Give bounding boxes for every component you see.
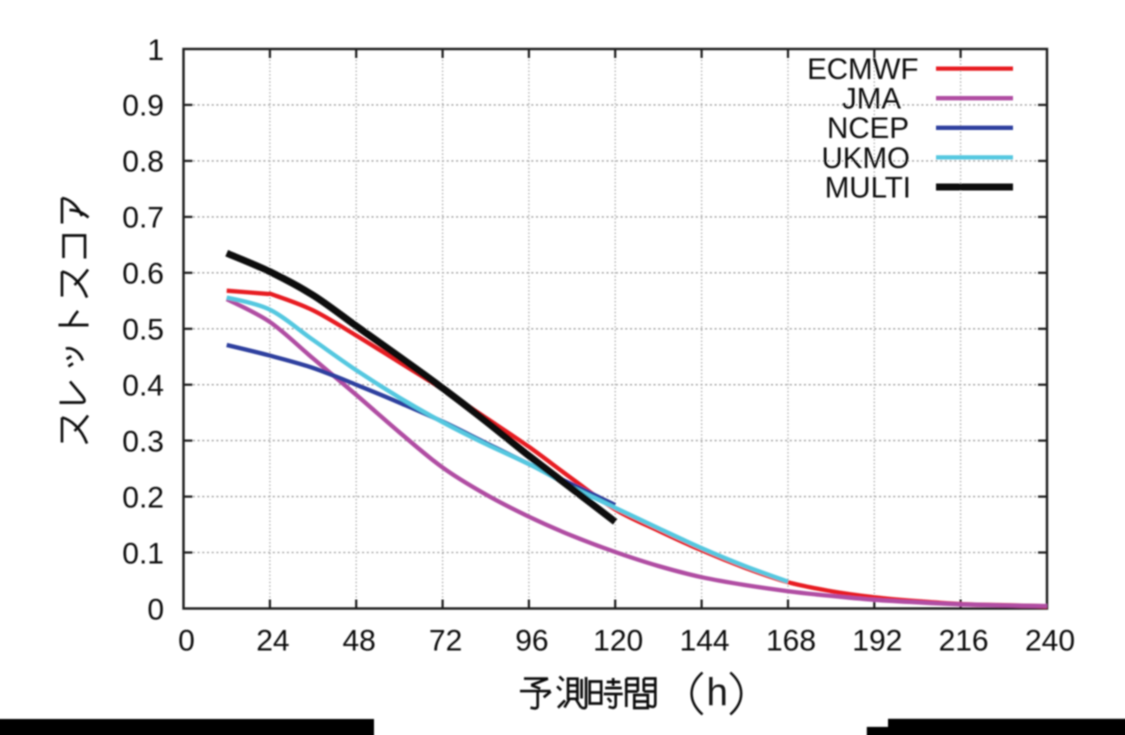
svg-text:UKMO: UKMO xyxy=(822,142,911,175)
svg-text:0: 0 xyxy=(178,625,195,658)
svg-text:JMA: JMA xyxy=(842,83,901,116)
svg-text:192: 192 xyxy=(852,625,902,658)
svg-text:0.5: 0.5 xyxy=(122,314,164,347)
svg-text:MULTI: MULTI xyxy=(825,171,911,204)
svg-text:NCEP: NCEP xyxy=(827,112,909,145)
svg-text:96: 96 xyxy=(515,625,548,658)
svg-text:0.4: 0.4 xyxy=(122,370,164,403)
svg-text:144: 144 xyxy=(680,625,730,658)
svg-text:0.6: 0.6 xyxy=(122,258,164,291)
svg-text:0.7: 0.7 xyxy=(122,202,164,235)
svg-text:0.9: 0.9 xyxy=(122,90,164,123)
svg-text:48: 48 xyxy=(343,625,376,658)
svg-text:ECMWF: ECMWF xyxy=(807,53,918,86)
svg-text:72: 72 xyxy=(429,625,462,658)
svg-text:24: 24 xyxy=(256,625,289,658)
svg-text:0.1: 0.1 xyxy=(122,537,164,570)
svg-text:0.2: 0.2 xyxy=(122,481,164,514)
svg-text:0: 0 xyxy=(147,593,164,626)
svg-text:120: 120 xyxy=(593,625,643,658)
svg-text:0.8: 0.8 xyxy=(122,146,164,179)
svg-text:1: 1 xyxy=(147,34,164,67)
svg-text:216: 216 xyxy=(939,625,989,658)
svg-text:0.3: 0.3 xyxy=(122,425,164,458)
svg-text:240: 240 xyxy=(1025,625,1075,658)
svg-text:168: 168 xyxy=(766,625,816,658)
svg-text:h: h xyxy=(707,672,728,715)
